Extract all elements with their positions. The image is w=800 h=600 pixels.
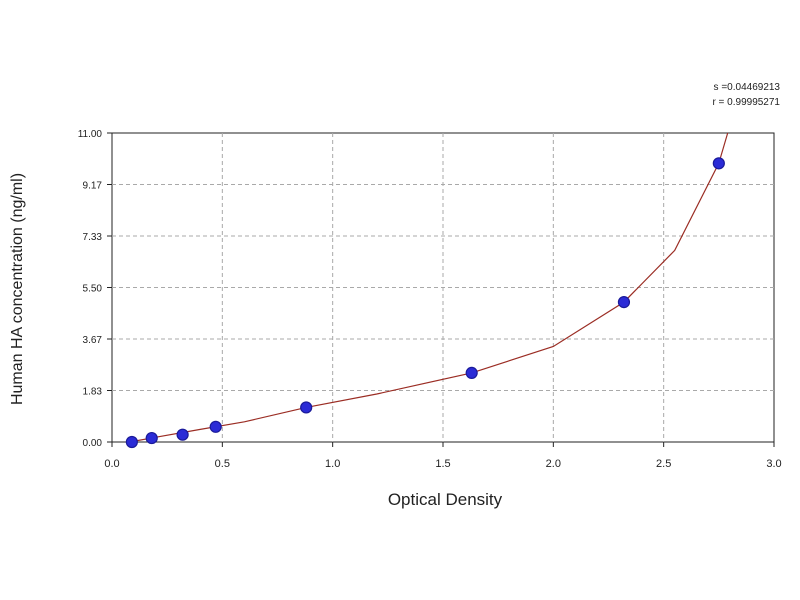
y-tick-label: 5.50 (83, 284, 103, 295)
data-points (125, 157, 725, 449)
x-tick-label: 1.0 (325, 458, 340, 470)
data-point (300, 401, 313, 414)
x-tick-label: 2.0 (546, 458, 561, 470)
s-value: s =0.04469213 (713, 82, 780, 93)
fit-curve-layer (129, 132, 729, 443)
grid-lines (112, 133, 774, 442)
data-point (617, 296, 631, 309)
y-tick-label: 3.67 (83, 335, 103, 346)
fit-statistics: s =0.04469213 r = 0.99995271 (712, 80, 780, 110)
r-value: r = 0.99995271 (712, 97, 780, 108)
data-point (145, 431, 158, 445)
data-point (465, 366, 478, 379)
x-tick-label: 0.5 (215, 458, 230, 470)
x-tick-label: 2.5 (656, 458, 671, 470)
x-tick-label: 3.0 (766, 458, 781, 470)
y-tick-label: 11.00 (78, 129, 103, 140)
x-tick-label: 0.0 (104, 458, 119, 470)
y-tick-label: 9.17 (83, 181, 103, 192)
x-axis-title: Optical Density (387, 490, 503, 509)
y-axis-title: Human HA concentration (ng/ml) (9, 172, 26, 406)
data-point (712, 157, 725, 170)
y-tick-label: 0.00 (83, 438, 103, 449)
y-tick-label: 7.33 (83, 232, 103, 243)
y-tick-label: 1.83 (83, 387, 103, 398)
x-tick-label: 1.5 (435, 458, 450, 470)
data-point (176, 428, 189, 441)
data-point (125, 435, 138, 449)
data-point (209, 420, 222, 433)
axis-ticks: 0.0 0.5 1.0 1.5 2.0 2.5 3.0 0.00 1.83 3.67 5.50 7.3… (78, 129, 782, 470)
fit-curve (129, 132, 729, 443)
